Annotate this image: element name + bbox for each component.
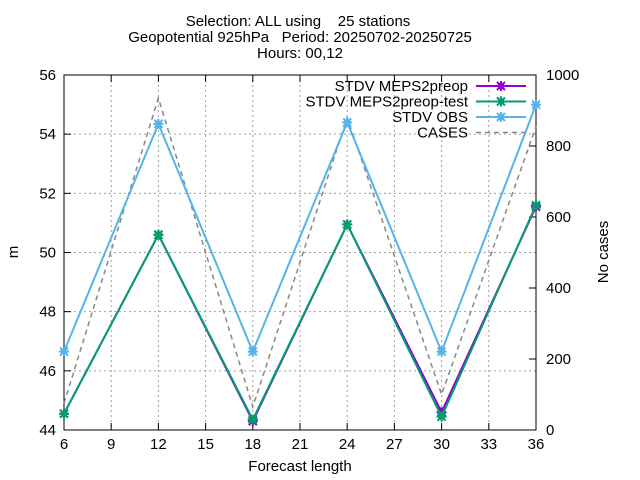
data-point-marker [59,408,69,419]
x-tick-label: 30 [433,436,450,453]
x-tick-label: 21 [292,436,309,453]
series-group [59,95,541,427]
data-point-marker [342,117,353,128]
y2-axis-label: No cases [595,221,612,284]
x-tick-label: 15 [197,436,214,453]
chart-title-line-2: Geopotential 925hPa Period: 20250702-202… [128,29,472,46]
x-tick-label: 9 [107,436,115,453]
data-point-marker [247,414,258,425]
x-tick-label: 18 [244,436,261,453]
y-tick-label: 52 [39,185,56,202]
y2-tick-label: 1000 [546,67,579,84]
data-point-marker [436,411,447,422]
x-tick-label: 27 [386,436,403,453]
data-point-marker [496,112,506,122]
legend-label: STDV OBS [392,109,468,126]
data-point-marker [59,346,69,357]
chart-title-line-3: Hours: 00,12 [257,45,343,62]
x-tick-label: 33 [480,436,497,453]
y2-tick-label: 200 [546,351,571,368]
data-point-marker [531,200,541,211]
series-line-cases [63,95,537,410]
x-tick-label: 36 [528,436,545,453]
data-point-marker [496,81,506,91]
y2-tick-label: 800 [546,138,571,155]
y-tick-label: 50 [39,245,56,262]
x-tick-label: 6 [60,436,68,453]
series-line-stdv-meps2preop-test [63,204,537,422]
y-tick-label: 48 [39,304,56,321]
y-tick-label: 46 [39,363,56,380]
series-line-stdv-obs [63,104,537,355]
y2-tick-label: 0 [546,422,554,439]
y2-tick-label: 600 [546,209,571,226]
legend-label: STDV MEPS2preop-test [305,94,468,111]
legend-label: STDV MEPS2preop [335,78,468,95]
legend-label: CASES [417,125,468,142]
axes: 6 9 12 15 18 21 24 27 30 33 36 44 46 48 50 52 54 56 0 200 40… [39,67,579,453]
data-point-marker [153,229,164,240]
gridlines [64,75,536,430]
chart-title-line-1: Selection: ALL using 25 stations [186,13,411,30]
y-axis-label: m [5,246,22,259]
data-point-marker [531,99,541,110]
x-axis-label: Forecast length [248,458,351,475]
x-tick-label: 12 [150,436,167,453]
data-point-marker [496,96,506,107]
data-point-marker [436,346,447,357]
y-tick-label: 54 [39,126,56,143]
data-point-marker [247,346,258,357]
y-tick-label: 44 [39,422,56,439]
data-point-marker [342,219,353,230]
y-tick-label: 56 [39,67,56,84]
y2-tick-label: 400 [546,280,571,297]
data-point-marker [153,118,164,129]
x-tick-label: 24 [339,436,356,453]
